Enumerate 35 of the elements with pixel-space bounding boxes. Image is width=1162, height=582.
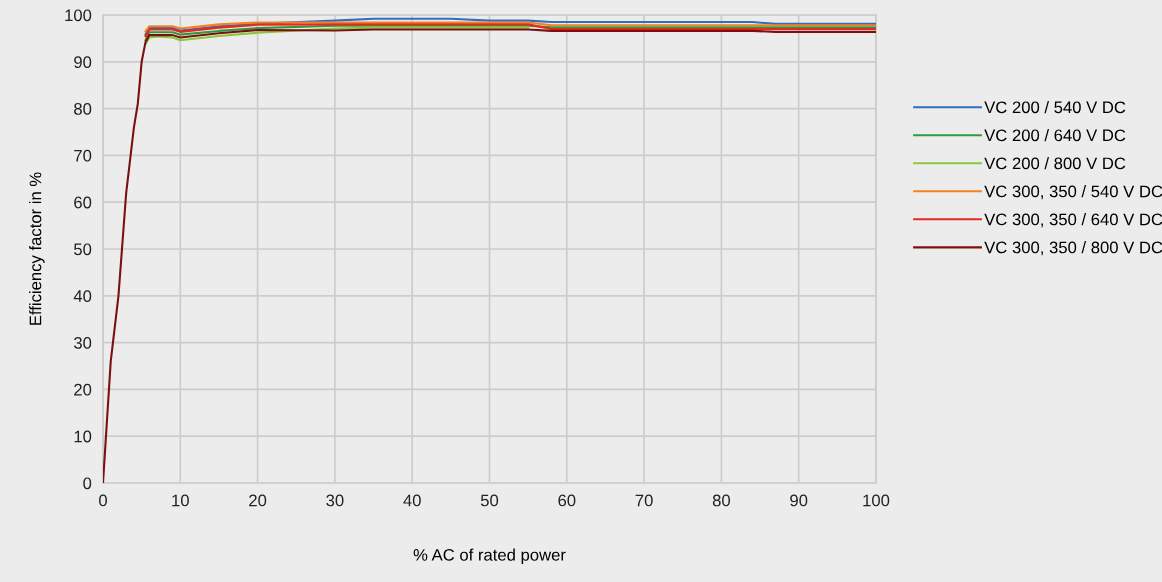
x-tick-label: 30 (326, 494, 344, 507)
y-tick-label: 100 (65, 9, 92, 22)
y-tick-label: 40 (73, 290, 92, 302)
y-axis-title: Efficiency factor in % (29, 172, 45, 325)
x-tick-label: 40 (403, 494, 421, 507)
legend-label: VC 300, 350 / 800 V DC (984, 241, 1162, 256)
x-tick-label: 100 (863, 494, 890, 507)
legend-label: VC 300, 350 / 640 V DC (984, 213, 1162, 228)
x-tick-label: 90 (790, 494, 808, 507)
legend-label: VC 200 / 540 V DC (984, 100, 1126, 114)
legend-label: VC 200 / 640 V DC (984, 128, 1126, 142)
x-tick-label: 50 (480, 494, 499, 507)
x-tick-label: 80 (712, 494, 731, 507)
y-tick-label: 70 (74, 149, 92, 162)
y-tick-label: 0 (83, 477, 92, 490)
legend-label: VC 300, 350 / 540 V DC (984, 185, 1162, 200)
x-tick-label: 20 (249, 494, 267, 507)
y-tick-label: 30 (73, 337, 92, 349)
line-series (144, 21, 876, 33)
x-tick-label: 70 (635, 494, 653, 507)
x-axis-title: % AC of rated power (413, 548, 566, 565)
x-tick-label: 0 (99, 494, 107, 507)
x-tick-label: 60 (558, 494, 576, 507)
x-tick-label: 10 (172, 494, 189, 507)
line-series (144, 24, 876, 42)
legend-label: VC 200 / 800 V DC (984, 157, 1126, 170)
y-tick-label: 90 (74, 56, 92, 68)
line-series (144, 23, 876, 38)
y-tick-label: 10 (74, 430, 92, 443)
y-tick-label: 20 (74, 383, 92, 396)
y-tick-label: 80 (74, 103, 92, 115)
line-series (144, 26, 530, 46)
line-series (144, 17, 876, 36)
y-tick-label: 50 (74, 243, 92, 256)
y-tick-label: 60 (74, 196, 92, 209)
